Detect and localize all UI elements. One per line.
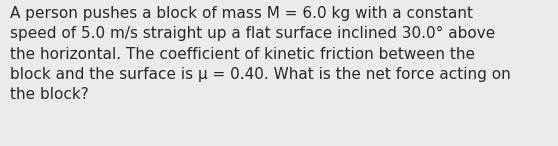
Text: A person pushes a block of mass M = 6.0 kg with a constant
speed of 5.0 m/s stra: A person pushes a block of mass M = 6.0 …	[10, 6, 511, 102]
